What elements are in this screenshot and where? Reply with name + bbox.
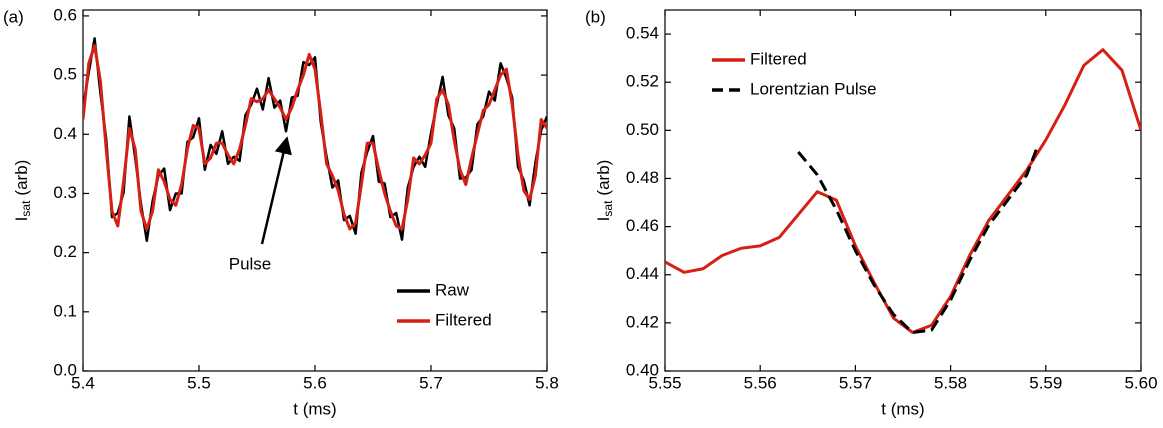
y-axis-label: Isat (arb) [594,160,615,222]
x-tick-label: 5.5 [187,373,211,392]
y-axis-label-part: (arb) [594,160,613,196]
x-tick-label: 5.7 [419,373,443,392]
y-tick-label: 0.2 [53,242,77,261]
x-tick-label: 5.60 [1124,373,1157,392]
legend-label: Lorentzian Pulse [750,79,877,98]
y-axis-label-part: sat [19,200,33,217]
x-tick-label: 5.57 [839,373,872,392]
y-tick-label: 0.6 [53,5,77,24]
panel: (a) 5.4 5.5 5.6 5.7 5.8 0.0 0.1 0.2 0.3 0.4 0.5 0.6 t… [3,5,559,418]
x-tick-label: 5.8 [535,373,559,392]
y-tick-label: 0.46 [626,216,659,235]
y-tick-label: 0.52 [626,72,659,91]
y-tick-label: 0.50 [626,120,659,139]
series-line [665,48,1141,334]
y-axis-label: Isat (arb) [12,160,33,222]
x-tick-label: 5.4 [71,373,95,392]
y-tick-label: 0.42 [626,312,659,331]
y-axis-label-part: I [12,217,31,222]
x-tick-label: 5.56 [744,373,777,392]
x-tick-label: 5.6 [303,373,327,392]
y-tick-label: 0.3 [53,183,77,202]
series-line [83,44,547,231]
panel: (b) 5.55 5.56 5.57 5.58 5.59 5.60 0.40 0.42 0.44 0… [585,7,1158,418]
panel-label: (b) [585,7,606,26]
x-tick-label: 5.58 [934,373,967,392]
y-tick-label: 0.1 [53,301,77,320]
series-line [797,149,1038,334]
y-axis-label-part: I [594,217,613,222]
plot-frame [664,9,1142,372]
x-tick-label: 5.59 [1029,373,1062,392]
y-tick-label: 0.40 [626,360,659,379]
annotation: Pulse [229,254,272,273]
x-axis-label: t (ms) [881,399,924,418]
y-tick-label: 0.0 [53,360,77,379]
y-tick-label: 0.5 [53,65,77,84]
y-tick-label: 0.48 [626,168,659,187]
panel-label: (a) [3,7,24,26]
x-axis-label: t (ms) [293,399,336,418]
x-tick-label: 5.55 [648,373,681,392]
y-tick-label: 0.44 [626,264,659,283]
legend-label: Filtered [435,310,492,329]
y-tick-label: 0.54 [626,24,659,43]
y-axis-label-part: (arb) [12,160,31,196]
legend-label: Raw [435,280,470,299]
y-axis-label-part: sat [601,200,615,217]
annotation-arrow [260,136,292,245]
legend-label: Filtered [750,49,807,68]
y-tick-label: 0.4 [53,124,77,143]
